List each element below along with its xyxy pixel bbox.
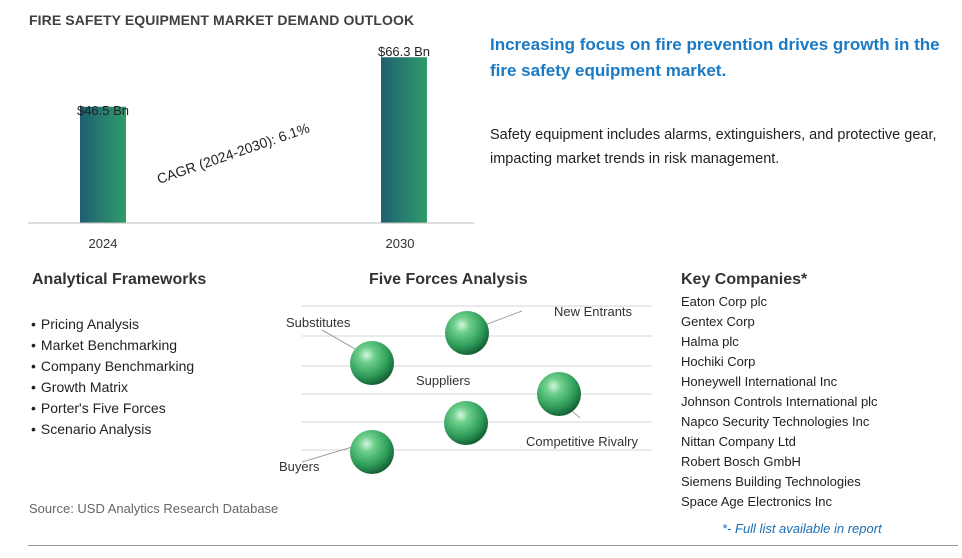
five-forces-diagram: Substitutes New Entrants Suppliers Compe… <box>279 304 652 474</box>
label-new-entrants: New Entrants <box>554 304 633 319</box>
list-item: Johnson Controls International plc <box>681 394 878 409</box>
x-tick-2024: 2024 <box>89 236 118 251</box>
source-note: Source: USD Analytics Research Database <box>29 501 279 516</box>
list-item: Napco Security Technologies Inc <box>681 414 870 429</box>
list-item: Honeywell International Inc <box>681 374 838 389</box>
frameworks-title: Analytical Frameworks <box>32 271 207 288</box>
list-item: Nittan Company Ltd <box>681 434 796 449</box>
market-bar-chart: $46.5 Bn $66.3 Bn 2024 2030 CAGR (2024-2… <box>28 44 474 251</box>
bar-2030 <box>381 57 427 223</box>
companies-list: Eaton Corp plc Gentex Corp Halma plc Hoc… <box>681 292 878 512</box>
headline: Increasing focus on fire prevention driv… <box>490 35 940 80</box>
chart-title: FIRE SAFETY EQUIPMENT MARKET DEMAND OUTL… <box>29 12 415 28</box>
sphere-new-entrants <box>445 311 489 355</box>
list-item: Growth Matrix <box>31 377 194 398</box>
list-item: Siemens Building Technologies <box>681 474 861 489</box>
list-item: Pricing Analysis <box>31 314 194 335</box>
list-item: Scenario Analysis <box>31 419 194 440</box>
list-item: Market Benchmarking <box>31 335 194 356</box>
label-competitive-rivalry: Competitive Rivalry <box>526 434 638 449</box>
bar-2024 <box>80 106 126 223</box>
list-item: Hochiki Corp <box>681 354 756 369</box>
description: Safety equipment includes alarms, exting… <box>490 127 937 167</box>
sphere-substitutes <box>350 341 394 385</box>
list-item: Porter's Five Forces <box>31 398 194 419</box>
list-item: Halma plc <box>681 334 739 349</box>
list-item: Robert Bosch GmbH <box>681 454 801 469</box>
companies-title: Key Companies* <box>681 271 808 288</box>
list-item: Eaton Corp plc <box>681 294 767 309</box>
sphere-suppliers <box>444 401 488 445</box>
bar-value-label-2024: $46.5 Bn <box>77 103 129 118</box>
list-item: Gentex Corp <box>681 314 755 329</box>
footnote: *- Full list available in report <box>722 521 882 536</box>
sphere-competitive-rivalry <box>537 372 581 416</box>
label-suppliers: Suppliers <box>416 373 471 388</box>
bar-value-label-2030: $66.3 Bn <box>378 44 430 59</box>
five-forces-title: Five Forces Analysis <box>369 271 528 288</box>
label-substitutes: Substitutes <box>286 315 351 330</box>
label-buyers: Buyers <box>279 459 320 474</box>
cagr-annotation: CAGR (2024-2030): 6.1% <box>155 120 312 187</box>
x-tick-2030: 2030 <box>386 236 415 251</box>
bottom-divider <box>28 545 958 546</box>
frameworks-list: Pricing Analysis Market Benchmarking Com… <box>31 314 194 440</box>
sphere-buyers <box>350 430 394 474</box>
list-item: Company Benchmarking <box>31 356 194 377</box>
list-item: Space Age Electronics Inc <box>681 494 833 509</box>
